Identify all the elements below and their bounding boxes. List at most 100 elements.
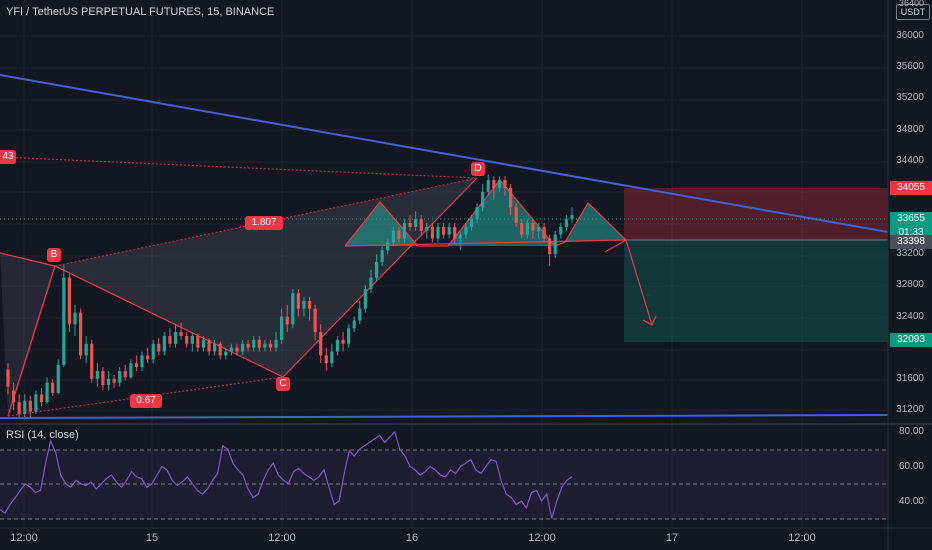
candle-body [391, 230, 395, 243]
candle-body [11, 390, 16, 403]
candle-body [201, 339, 206, 348]
candle-body [95, 371, 99, 379]
candle-body [51, 382, 55, 393]
price-candles [6, 174, 574, 420]
rsi-level-60: 60.00 [898, 461, 924, 472]
candle-body [123, 371, 127, 378]
candle-body [497, 180, 502, 188]
candle-body [78, 312, 83, 356]
candle-body [229, 347, 233, 352]
ratio-ac-label[interactable]: 0.67 [130, 394, 162, 408]
support-trendline[interactable] [0, 414, 889, 419]
candle-body [240, 343, 245, 352]
price-tick: 32400 [896, 310, 924, 322]
candle-body [374, 261, 379, 278]
candle-body [453, 226, 457, 239]
candle-body [548, 238, 552, 255]
candle-body [263, 343, 267, 348]
candle-body [252, 339, 256, 348]
candle-body [469, 219, 474, 227]
candle-body [324, 355, 328, 364]
candle-body [358, 308, 362, 321]
symbol-title[interactable]: YFI / TetherUS PERPETUAL FUTURES, 15, BI… [6, 6, 275, 18]
candle-body [235, 347, 239, 352]
stop-zone[interactable] [624, 188, 888, 240]
candle-body [542, 226, 546, 239]
time-tick: 17 [665, 532, 679, 544]
price-tick: 34800 [896, 123, 924, 135]
candle-body [514, 207, 518, 223]
rsi-levels [0, 449, 888, 520]
price-tick: 33200 [896, 248, 924, 260]
candle-body [73, 312, 77, 325]
stop-price-tag[interactable]: 34055 [890, 180, 932, 195]
candle-body [341, 339, 345, 344]
rsi-title[interactable]: RSI (14, close) [6, 429, 79, 441]
candle-body [319, 332, 323, 356]
target-zone[interactable] [624, 240, 888, 342]
candle-body [6, 369, 10, 387]
candle-body [134, 363, 139, 368]
candle-body [179, 332, 183, 336]
candle-body [162, 335, 166, 352]
price-tick-top: 36400 [898, 0, 924, 8]
candle-body [570, 215, 574, 220]
candle-body [291, 293, 295, 325]
candle-body [39, 394, 44, 403]
point-c-label[interactable]: C [276, 377, 290, 391]
candle-body [380, 250, 384, 262]
candle-body [196, 335, 200, 348]
price-tick: 31600 [896, 372, 924, 384]
target-price-tag[interactable]: 32093 [890, 333, 932, 348]
candle-body [268, 343, 273, 348]
candle-body [185, 335, 189, 344]
left-value-label[interactable]: 43 [0, 150, 16, 164]
candle-body [17, 402, 21, 414]
time-tick: 12:00 [10, 532, 38, 544]
price-tick: 35600 [896, 61, 924, 73]
candle-body [425, 226, 429, 231]
currency-badge[interactable]: USDT [896, 4, 930, 20]
point-d-label[interactable]: D [471, 162, 485, 176]
candle-body [302, 300, 306, 309]
candle-body [475, 207, 479, 220]
candle-body [536, 226, 541, 231]
candle-body [402, 223, 407, 239]
pattern-xab-fill [0, 253, 55, 416]
candle-body [481, 191, 485, 208]
candle-body [486, 180, 490, 192]
time-tick: 15 [145, 532, 159, 544]
last-price-tag[interactable]: 33655 [890, 211, 932, 226]
price-tick: 34400 [896, 154, 924, 166]
candle-body [62, 277, 66, 365]
candle-body [369, 277, 373, 290]
candle-body [140, 355, 144, 368]
harmonic-pattern-lines [0, 156, 657, 417]
candle-body [213, 343, 217, 352]
descending-trendline[interactable] [0, 74, 889, 233]
candle-body [190, 335, 194, 344]
ratio-bd-label[interactable]: 1.807 [245, 216, 283, 230]
candle-body [436, 226, 440, 239]
grid [0, 0, 888, 528]
rsi-line [0, 430, 573, 519]
candle-body [520, 223, 524, 235]
candle-body [118, 371, 122, 383]
candle-body [101, 371, 105, 386]
price-tick: 32800 [896, 279, 924, 291]
point-b-label[interactable]: B [47, 248, 61, 262]
entry-price-tag[interactable]: 33398 [890, 234, 932, 249]
candle-body [447, 226, 451, 235]
price-tick: 35200 [896, 92, 924, 104]
candle-body [564, 219, 569, 227]
candle-body [129, 363, 133, 378]
candle-body [218, 343, 222, 356]
candle-body [296, 293, 300, 309]
rsi-level-40: 40.00 [898, 496, 924, 507]
candle-body [352, 320, 356, 329]
candle-body [458, 234, 462, 239]
rsi-level-80: 80.00 [898, 426, 924, 437]
candle-body [313, 308, 317, 333]
candle-body [553, 234, 557, 255]
